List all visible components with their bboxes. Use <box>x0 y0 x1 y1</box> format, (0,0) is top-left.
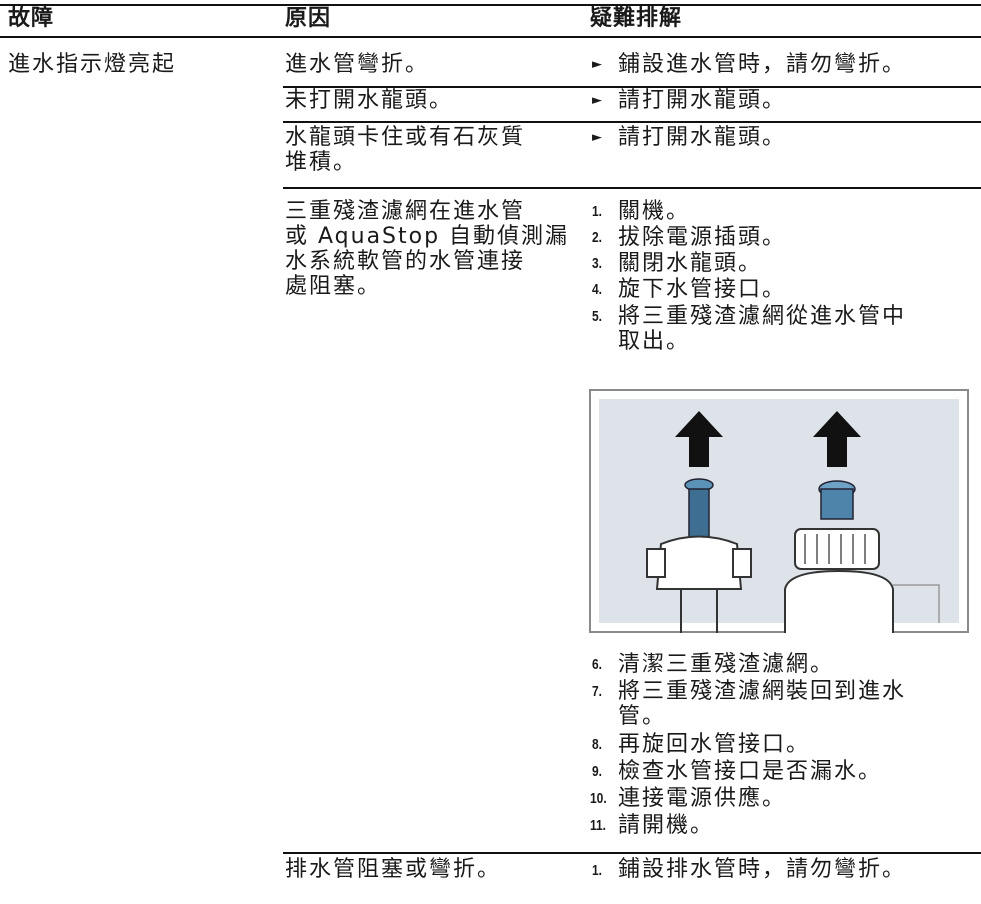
step-number: 7. <box>592 683 603 700</box>
header: 故障 <box>8 6 55 31</box>
step: 取出。 <box>618 329 691 354</box>
row-rule <box>283 121 981 123</box>
bullet: ► <box>592 130 602 145</box>
step-number: 3. <box>592 255 603 272</box>
step: 檢查水管接口是否漏水。 <box>618 759 883 784</box>
header-rule <box>0 36 981 38</box>
header: 原因 <box>285 6 332 31</box>
cause: 進水管彎折。 <box>285 52 430 77</box>
step: 連接電源供應。 <box>618 786 787 811</box>
solution: 請打開水龍頭。 <box>618 88 787 113</box>
step-number: 5. <box>592 308 603 325</box>
header: 疑難排解 <box>590 6 683 31</box>
step-number: 11. <box>590 817 607 834</box>
solution: 鋪設進水管時，請勿彎折。 <box>618 52 907 77</box>
step-number: 2. <box>592 229 603 246</box>
step: 旋下水管接口。 <box>618 277 787 302</box>
step: 關機。 <box>618 199 691 224</box>
bullet: ► <box>592 57 602 72</box>
cause: 或 AquaStop 自動偵測漏 <box>285 224 570 249</box>
top-rule <box>0 4 981 6</box>
step: 鋪設排水管時，請勿彎折。 <box>618 857 907 882</box>
step: 清潔三重殘渣濾網。 <box>618 652 835 677</box>
step-number: 8. <box>592 736 603 753</box>
cause: 水龍頭卡住或有石灰質 <box>285 125 526 150</box>
illustration <box>589 389 969 633</box>
step-number: 1. <box>592 203 603 220</box>
step: 管。 <box>618 704 667 729</box>
cause: 水系統軟管的水管連接 <box>285 249 526 274</box>
cause: 排水管阻塞或彎折。 <box>285 857 502 882</box>
step-number: 4. <box>592 281 603 298</box>
step: 請開機。 <box>618 813 715 838</box>
step: 關閉水龍頭。 <box>618 251 763 276</box>
step-number: 6. <box>592 656 603 673</box>
step: 將三重殘渣濾網從進水管中 <box>618 304 907 329</box>
step: 拔除電源插頭。 <box>618 225 787 250</box>
step: 將三重殘渣濾網裝回到進水 <box>618 679 907 704</box>
solution: 請打開水龍頭。 <box>618 125 787 150</box>
cause: 三重殘渣濾網在進水管 <box>285 199 526 224</box>
cause: 處阻塞。 <box>285 274 382 299</box>
row-rule <box>283 187 981 189</box>
row-rule <box>283 86 981 88</box>
step-number: 10. <box>590 790 607 807</box>
step-number: 1. <box>592 862 603 879</box>
step-number: 9. <box>592 763 603 780</box>
fault: 進水指示燈亮起 <box>8 52 177 77</box>
row-rule <box>283 852 981 854</box>
cause: 未打開水龍頭。 <box>285 88 454 113</box>
bullet: ► <box>592 93 602 108</box>
step: 再旋回水管接口。 <box>618 732 811 757</box>
cause: 堆積。 <box>285 150 358 175</box>
